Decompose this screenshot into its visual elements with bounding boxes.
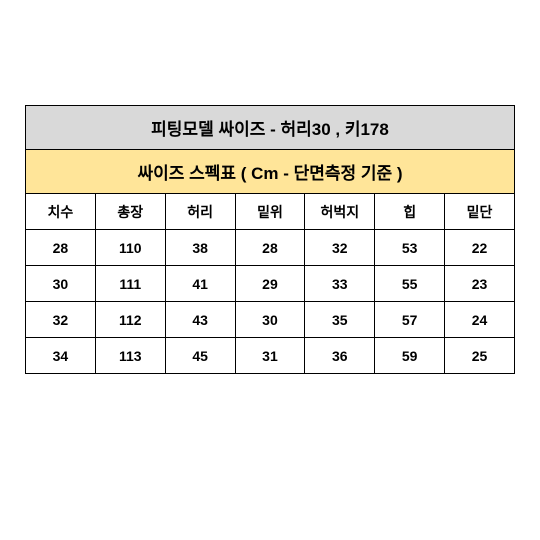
cell: 28 <box>235 230 305 266</box>
col-size: 치수 <box>26 194 96 230</box>
cell: 55 <box>375 266 445 302</box>
cell: 34 <box>26 338 96 374</box>
col-hip: 힙 <box>375 194 445 230</box>
table-row: 34 113 45 31 36 59 25 <box>26 338 515 374</box>
cell: 59 <box>375 338 445 374</box>
cell: 113 <box>95 338 165 374</box>
table-row: 32 112 43 30 35 57 24 <box>26 302 515 338</box>
cell: 111 <box>95 266 165 302</box>
col-waist: 허리 <box>165 194 235 230</box>
col-length: 총장 <box>95 194 165 230</box>
cell: 45 <box>165 338 235 374</box>
cell: 23 <box>445 266 515 302</box>
cell: 112 <box>95 302 165 338</box>
cell: 43 <box>165 302 235 338</box>
size-table-container: 피팅모델 싸이즈 - 허리30 , 키178 싸이즈 스펙표 ( Cm - 단면… <box>25 105 515 374</box>
cell: 28 <box>26 230 96 266</box>
fitting-model-header: 피팅모델 싸이즈 - 허리30 , 키178 <box>26 106 515 150</box>
spec-header: 싸이즈 스펙표 ( Cm - 단면측정 기준 ) <box>26 150 515 194</box>
cell: 31 <box>235 338 305 374</box>
cell: 32 <box>305 230 375 266</box>
cell: 24 <box>445 302 515 338</box>
col-rise: 밑위 <box>235 194 305 230</box>
cell: 25 <box>445 338 515 374</box>
cell: 57 <box>375 302 445 338</box>
col-hem: 밑단 <box>445 194 515 230</box>
cell: 30 <box>235 302 305 338</box>
table-row: 30 111 41 29 33 55 23 <box>26 266 515 302</box>
cell: 36 <box>305 338 375 374</box>
col-thigh: 허벅지 <box>305 194 375 230</box>
cell: 41 <box>165 266 235 302</box>
cell: 32 <box>26 302 96 338</box>
cell: 35 <box>305 302 375 338</box>
cell: 53 <box>375 230 445 266</box>
cell: 33 <box>305 266 375 302</box>
cell: 38 <box>165 230 235 266</box>
cell: 22 <box>445 230 515 266</box>
column-header-row: 치수 총장 허리 밑위 허벅지 힙 밑단 <box>26 194 515 230</box>
cell: 29 <box>235 266 305 302</box>
size-table: 피팅모델 싸이즈 - 허리30 , 키178 싸이즈 스펙표 ( Cm - 단면… <box>25 105 515 374</box>
cell: 30 <box>26 266 96 302</box>
cell: 110 <box>95 230 165 266</box>
table-row: 28 110 38 28 32 53 22 <box>26 230 515 266</box>
